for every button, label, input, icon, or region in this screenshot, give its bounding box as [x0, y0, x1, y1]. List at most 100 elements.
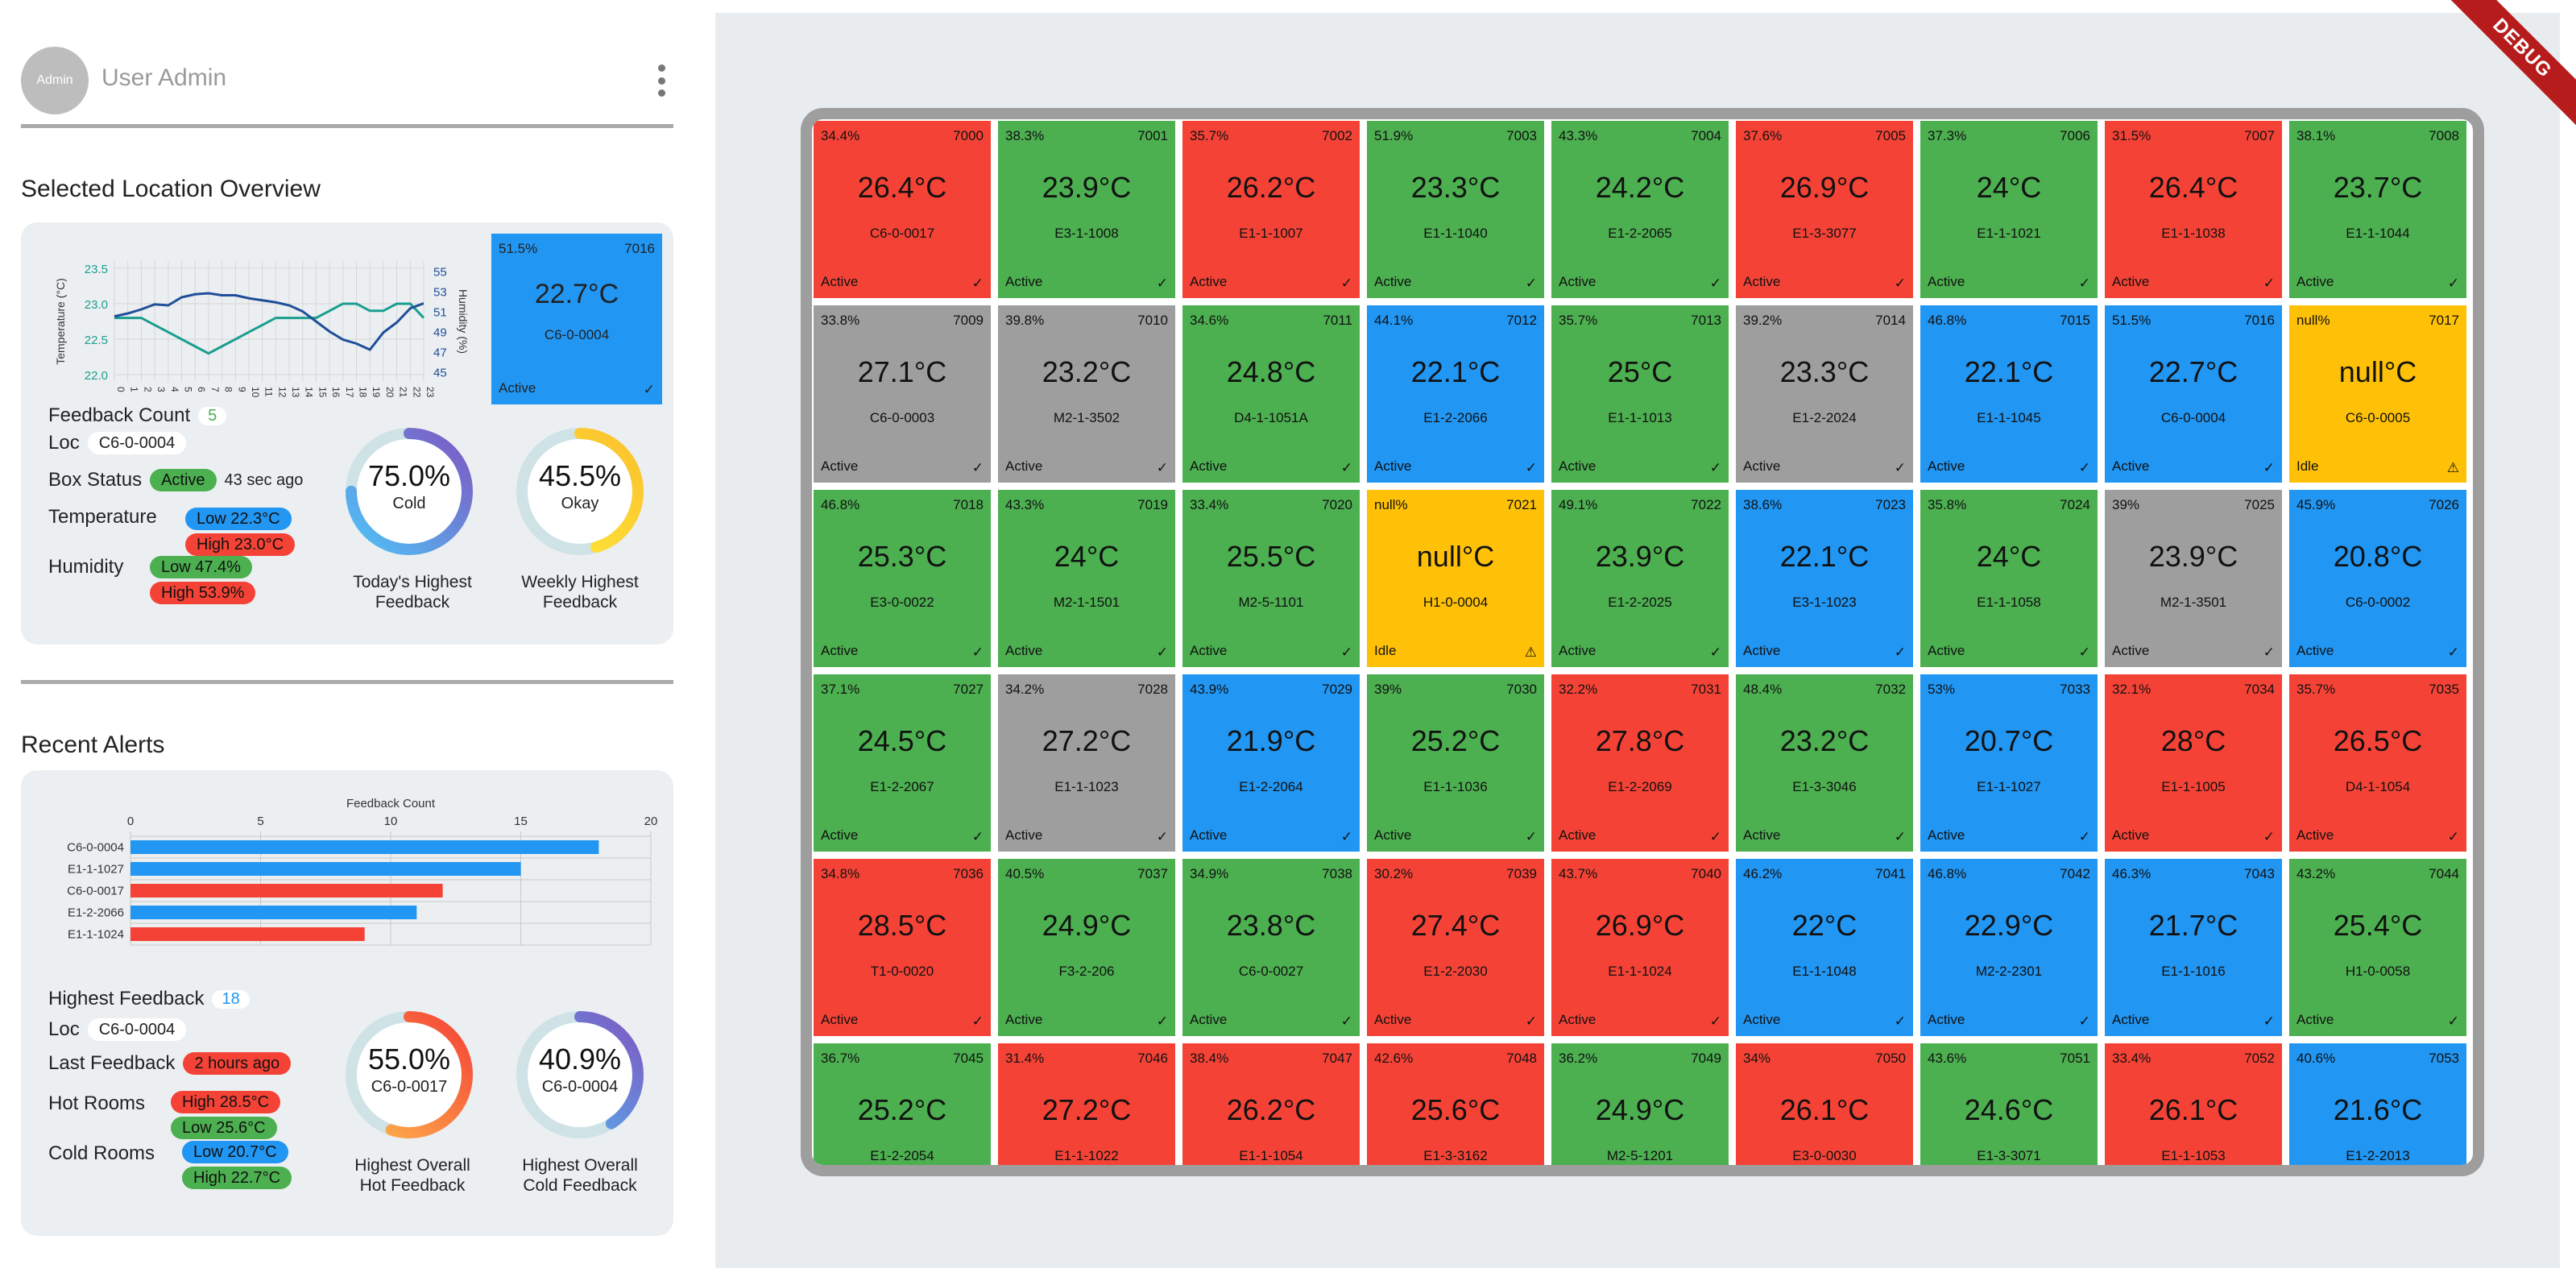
room-tile[interactable]: 35.7% 7035 26.5°C D4-1-1054 Active ✓: [2289, 674, 2466, 852]
room-tile[interactable]: 51.9% 7003 23.3°C E1-1-1040 Active ✓: [1367, 121, 1544, 298]
tile-id: 7015: [2060, 313, 2090, 328]
tile-temperature: 27.1°C: [857, 355, 947, 388]
room-tile[interactable]: 34.8% 7036 28.5°C T1-0-0020 Active ✓: [814, 859, 991, 1036]
tile-humidity: 39.2%: [1743, 313, 1783, 328]
y-axis-label: Temperature (°C): [54, 278, 67, 365]
room-tile[interactable]: 36.7% 7045 25.2°C E1-2-2054: [814, 1043, 991, 1165]
tile-humidity: 38.4%: [1190, 1051, 1229, 1066]
room-tile[interactable]: 42.6% 7048 25.6°C E1-3-3162: [1367, 1043, 1544, 1165]
hot-rooms-range: High 28.5°C Low 25.6°C: [171, 1091, 281, 1139]
room-tile[interactable]: 34.9% 7038 23.8°C C6-0-0027 Active ✓: [1182, 859, 1360, 1036]
room-tile[interactable]: null% 7017 null°C C6-0-0005 Idle ⚠: [2289, 305, 2466, 483]
tile-location: M2-1-3502: [1053, 410, 1120, 425]
tile-temperature: 22.1°C: [1779, 540, 1870, 573]
tile-id: 7038: [1322, 866, 1352, 881]
room-tile[interactable]: 35.8% 7024 24°C E1-1-1058 Active ✓: [1920, 490, 2098, 667]
x-tick-label: 20: [644, 815, 658, 828]
x-tick-label: 17: [344, 387, 355, 398]
room-tile[interactable]: 30.2% 7039 27.4°C E1-2-2030 Active ✓: [1367, 859, 1544, 1036]
room-tile[interactable]: null% 7021 null°C H1-0-0004 Idle ⚠: [1367, 490, 1544, 667]
check-icon: ✓: [1156, 1014, 1168, 1029]
tile-status: Active: [2296, 643, 2334, 658]
room-tile[interactable]: 49.1% 7022 23.9°C E1-2-2025 Active ✓: [1551, 490, 1729, 667]
room-tile[interactable]: 46.8% 7042 22.9°C M2-2-2301 Active ✓: [1920, 859, 2098, 1036]
check-icon: ✓: [1709, 645, 1721, 660]
tile-temperature: 20.8°C: [2333, 540, 2423, 573]
tile-status: Active: [1374, 274, 1412, 289]
room-tile[interactable]: 43.7% 7040 26.9°C E1-1-1024 Active ✓: [1551, 859, 1729, 1036]
tile-temperature: 22°C: [1791, 909, 1857, 942]
tile-temperature: 27.8°C: [1595, 724, 1685, 757]
room-tile[interactable]: 31.5% 7007 26.4°C E1-1-1038 Active ✓: [2105, 121, 2282, 298]
tile-id: 7001: [1137, 128, 1168, 143]
room-tile[interactable]: 32.1% 7034 28°C E1-1-1005 Active ✓: [2105, 674, 2282, 852]
tile-status: Active: [1743, 1012, 1781, 1027]
room-tile[interactable]: 43.6% 7051 24.6°C E1-3-3071: [1920, 1043, 2098, 1165]
selected-location-tile[interactable]: 51.5% 7016 22.7°C C6-0-0004 Active ✓: [491, 234, 662, 404]
room-tile[interactable]: 33.8% 7009 27.1°C C6-0-0003 Active ✓: [814, 305, 991, 483]
room-tile[interactable]: 39% 7030 25.2°C E1-1-1036 Active ✓: [1367, 674, 1544, 852]
check-icon: ✓: [1340, 645, 1352, 660]
room-tile[interactable]: 34.4% 7000 26.4°C C6-0-0017 Active ✓: [814, 121, 991, 298]
check-icon: ✓: [1709, 276, 1721, 291]
room-tile[interactable]: 46.8% 7018 25.3°C E3-0-0022 Active ✓: [814, 490, 991, 667]
temperature-range: Low 22.3°C High 23.0°C: [185, 508, 296, 556]
tile-temperature: 23.9°C: [2148, 540, 2238, 573]
room-tile[interactable]: 48.4% 7032 23.2°C E1-3-3046 Active ✓: [1736, 674, 1913, 852]
room-tile[interactable]: 36.2% 7049 24.9°C M2-5-1201: [1551, 1043, 1729, 1165]
room-tile[interactable]: 33.4% 7020 25.5°C M2-5-1101 Active ✓: [1182, 490, 1360, 667]
room-tile[interactable]: 37.6% 7005 26.9°C E1-3-3077 Active ✓: [1736, 121, 1913, 298]
room-tile[interactable]: 44.1% 7012 22.1°C E1-2-2066 Active ✓: [1367, 305, 1544, 483]
room-tile[interactable]: 43.3% 7004 24.2°C E1-2-2065 Active ✓: [1551, 121, 1729, 298]
check-icon: ✓: [2447, 829, 2459, 844]
room-tile[interactable]: 43.9% 7029 21.9°C E1-2-2064 Active ✓: [1182, 674, 1360, 852]
room-tile[interactable]: 38.6% 7023 22.1°C E3-1-1023 Active ✓: [1736, 490, 1913, 667]
room-tile[interactable]: 37.3% 7006 24°C E1-1-1021 Active ✓: [1920, 121, 2098, 298]
check-icon: ✓: [2078, 460, 2090, 475]
room-tile[interactable]: 34.2% 7028 27.2°C E1-1-1023 Active ✓: [998, 674, 1175, 852]
tile-status: Active: [1743, 458, 1781, 474]
room-tile[interactable]: 43.3% 7019 24°C M2-1-1501 Active ✓: [998, 490, 1175, 667]
tile-humidity: 33.8%: [821, 313, 860, 328]
tile-location: E1-3-3071: [1977, 1148, 2041, 1163]
room-tile[interactable]: 38.3% 7001 23.9°C E3-1-1008 Active ✓: [998, 121, 1175, 298]
avatar[interactable]: Admin: [21, 47, 89, 114]
caption-line: Hot Feedback: [359, 1176, 466, 1195]
room-grid-panel: 34.4% 7000 26.4°C C6-0-0017 Active ✓ 38.3…: [715, 13, 2560, 1268]
loc-label: Loc: [48, 432, 80, 454]
room-tile[interactable]: 39.8% 7010 23.2°C M2-1-3502 Active ✓: [998, 305, 1175, 483]
room-tile[interactable]: 35.7% 7013 25°C E1-1-1013 Active ✓: [1551, 305, 1729, 483]
room-tile[interactable]: 34% 7050 26.1°C E3-0-0030: [1736, 1043, 1913, 1165]
tile-humidity: 36.7%: [821, 1051, 860, 1066]
tile-humidity: 40.5%: [1005, 866, 1045, 881]
room-tile[interactable]: 38.4% 7047 26.2°C E1-1-1054: [1182, 1043, 1360, 1165]
room-tile[interactable]: 39.2% 7014 23.3°C E1-2-2024 Active ✓: [1736, 305, 1913, 483]
more-menu-icon[interactable]: [656, 64, 667, 97]
tile-id: 7002: [1322, 128, 1352, 143]
tile-status: Active: [1928, 643, 1965, 658]
room-tile[interactable]: 35.7% 7002 26.2°C E1-1-1007 Active ✓: [1182, 121, 1360, 298]
room-tile[interactable]: 40.6% 7053 21.6°C E1-2-2013: [2289, 1043, 2466, 1165]
room-tile[interactable]: 51.5% 7016 22.7°C C6-0-0004 Active ✓: [2105, 305, 2282, 483]
room-tile[interactable]: 34.6% 7011 24.8°C D4-1-1051A Active ✓: [1182, 305, 1360, 483]
room-tile[interactable]: 53% 7033 20.7°C E1-1-1027 Active ✓: [1920, 674, 2098, 852]
room-grid-frame[interactable]: 34.4% 7000 26.4°C C6-0-0017 Active ✓ 38.3…: [801, 108, 2484, 1176]
room-tile[interactable]: 32.2% 7031 27.8°C E1-2-2069 Active ✓: [1551, 674, 1729, 852]
room-tile[interactable]: 46.8% 7015 22.1°C E1-1-1045 Active ✓: [1920, 305, 2098, 483]
room-tile[interactable]: 46.2% 7041 22°C E1-1-1048 Active ✓: [1736, 859, 1913, 1036]
room-tile[interactable]: 39% 7025 23.9°C M2-1-3501 Active ✓: [2105, 490, 2282, 667]
room-tile[interactable]: 40.5% 7037 24.9°C F3-2-206 Active ✓: [998, 859, 1175, 1036]
check-icon: ✓: [971, 645, 984, 660]
room-tile[interactable]: 38.1% 7008 23.7°C E1-1-1044 Active ✓: [2289, 121, 2466, 298]
room-tile[interactable]: 37.1% 7027 24.5°C E1-2-2067 Active ✓: [814, 674, 991, 852]
tile-location: E1-2-2024: [1792, 410, 1857, 425]
room-tile[interactable]: 43.2% 7044 25.4°C H1-0-0058 Active ✓: [2289, 859, 2466, 1036]
room-tile[interactable]: 33.4% 7052 26.1°C E1-1-1053: [2105, 1043, 2282, 1165]
tile-id: 7020: [1322, 497, 1352, 512]
hot-rooms-low-badge: Low 25.6°C: [171, 1117, 277, 1139]
x-tick-label: 0: [115, 387, 126, 392]
tile-humidity: 46.3%: [2112, 866, 2151, 881]
room-tile[interactable]: 45.9% 7026 20.8°C C6-0-0002 Active ✓: [2289, 490, 2466, 667]
room-tile[interactable]: 31.4% 7046 27.2°C E1-1-1022: [998, 1043, 1175, 1165]
room-tile[interactable]: 46.3% 7043 21.7°C E1-1-1016 Active ✓: [2105, 859, 2282, 1036]
